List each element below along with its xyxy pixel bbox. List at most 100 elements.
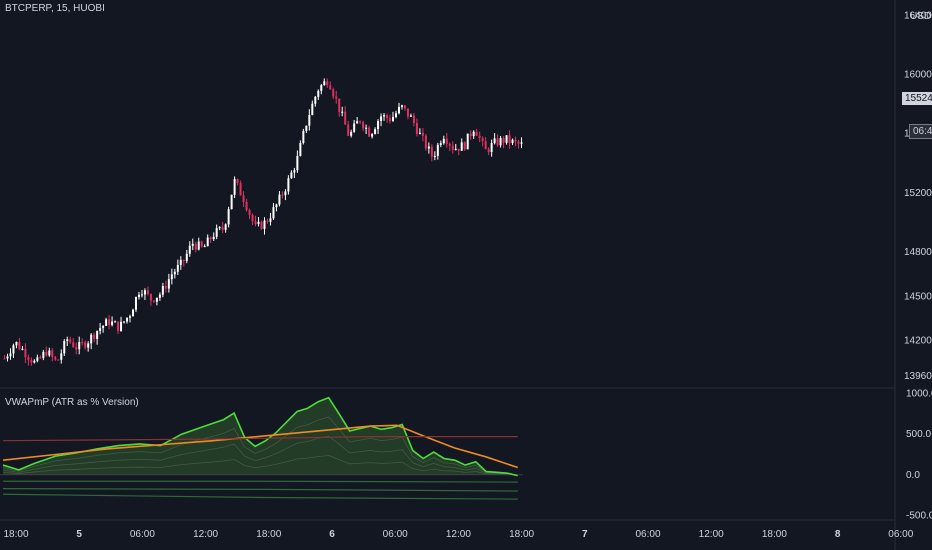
- candle-body[interactable]: [114, 321, 117, 323]
- candle-body[interactable]: [164, 285, 167, 289]
- candle-body[interactable]: [451, 145, 454, 150]
- candle-body[interactable]: [84, 342, 87, 348]
- candle-body[interactable]: [230, 194, 233, 210]
- candle-body[interactable]: [72, 342, 75, 348]
- indicator-series-line[interactable]: [2, 436, 518, 442]
- candle-body[interactable]: [30, 359, 33, 363]
- candle-body[interactable]: [161, 285, 164, 295]
- candle-body[interactable]: [397, 106, 400, 114]
- candle-body[interactable]: [472, 131, 475, 137]
- candle-body[interactable]: [487, 149, 490, 153]
- candle-body[interactable]: [436, 144, 439, 156]
- candle-body[interactable]: [66, 339, 69, 342]
- candle-body[interactable]: [239, 182, 242, 196]
- candle-body[interactable]: [123, 321, 126, 323]
- time-axis[interactable]: 18:00 5 06:00 12:00 18:00 6 06:00 12:00 18:00 7 06…: [3, 529, 913, 540]
- candle-body[interactable]: [520, 142, 523, 144]
- candle-body[interactable]: [45, 351, 48, 356]
- candle-body[interactable]: [329, 85, 332, 90]
- candle-body[interactable]: [424, 135, 427, 149]
- candle-body[interactable]: [457, 148, 460, 151]
- candle-body[interactable]: [314, 96, 317, 104]
- candle-body[interactable]: [254, 221, 257, 225]
- candle-body[interactable]: [305, 125, 308, 131]
- candle-body[interactable]: [57, 359, 60, 361]
- candle-body[interactable]: [374, 129, 377, 134]
- candle-body[interactable]: [380, 116, 383, 121]
- candle-body[interactable]: [105, 319, 108, 326]
- candle-body[interactable]: [383, 115, 386, 117]
- candle-body[interactable]: [481, 138, 484, 142]
- candle-body[interactable]: [12, 345, 15, 354]
- candle-body[interactable]: [418, 132, 421, 134]
- candle-body[interactable]: [48, 350, 51, 356]
- candle-body[interactable]: [466, 133, 469, 150]
- candle-body[interactable]: [362, 122, 365, 129]
- candle-body[interactable]: [143, 290, 146, 295]
- candle-body[interactable]: [36, 357, 39, 361]
- candle-body[interactable]: [338, 98, 341, 112]
- candle-body[interactable]: [439, 143, 442, 145]
- candle-body[interactable]: [51, 350, 54, 357]
- candle-body[interactable]: [454, 148, 457, 150]
- candle-body[interactable]: [269, 218, 272, 222]
- candle-body[interactable]: [87, 343, 90, 348]
- candle-body[interactable]: [293, 170, 296, 173]
- candle-body[interactable]: [389, 118, 392, 122]
- candle-body[interactable]: [409, 115, 412, 117]
- indicator-axis[interactable]: 1000.0 500.0 0.0 -500.0: [906, 389, 932, 522]
- candle-body[interactable]: [6, 356, 9, 359]
- candle-body[interactable]: [505, 135, 508, 143]
- candle-body[interactable]: [54, 356, 57, 360]
- candle-body[interactable]: [478, 135, 481, 139]
- candle-body[interactable]: [359, 121, 362, 123]
- candle-body[interactable]: [394, 113, 397, 117]
- candle-body[interactable]: [221, 227, 224, 230]
- candle-body[interactable]: [371, 133, 374, 137]
- candle-body[interactable]: [403, 105, 406, 109]
- candle-body[interactable]: [134, 297, 137, 310]
- candle-body[interactable]: [442, 138, 445, 144]
- candle-body[interactable]: [406, 108, 409, 117]
- candle-body[interactable]: [212, 236, 215, 240]
- candle-body[interactable]: [475, 131, 478, 136]
- candle-body[interactable]: [356, 121, 359, 124]
- candle-body[interactable]: [182, 259, 185, 261]
- candle-body[interactable]: [209, 237, 212, 240]
- candle-body[interactable]: [27, 357, 30, 360]
- candle-body[interactable]: [415, 123, 418, 134]
- indicator-pane[interactable]: [0, 396, 523, 500]
- candle-body[interactable]: [218, 227, 221, 229]
- candle-body[interactable]: [326, 81, 329, 86]
- candle-body[interactable]: [365, 127, 368, 129]
- candle-body[interactable]: [170, 274, 173, 280]
- candle-body[interactable]: [511, 139, 514, 144]
- candle-body[interactable]: [430, 146, 433, 157]
- candle-body[interactable]: [224, 224, 227, 230]
- candle-body[interactable]: [490, 143, 493, 153]
- candle-body[interactable]: [75, 347, 78, 350]
- candle-body[interactable]: [137, 294, 140, 298]
- candle-body[interactable]: [63, 341, 66, 354]
- candle-body[interactable]: [311, 103, 314, 115]
- candle-body[interactable]: [353, 123, 356, 132]
- candle-body[interactable]: [21, 348, 24, 350]
- candle-body[interactable]: [412, 115, 415, 124]
- candle-body[interactable]: [257, 221, 260, 225]
- candle-body[interactable]: [227, 209, 230, 225]
- candle-body[interactable]: [18, 341, 21, 350]
- candle-body[interactable]: [167, 279, 170, 289]
- candle-body[interactable]: [117, 321, 120, 331]
- candle-body[interactable]: [272, 207, 275, 219]
- candle-body[interactable]: [347, 124, 350, 136]
- candle-body[interactable]: [308, 114, 311, 126]
- candle-body[interactable]: [206, 237, 209, 247]
- candle-body[interactable]: [191, 243, 194, 246]
- candle-body[interactable]: [129, 316, 132, 318]
- candle-body[interactable]: [3, 358, 6, 360]
- candle-body[interactable]: [173, 271, 176, 275]
- candle-body[interactable]: [463, 142, 466, 150]
- candle-body[interactable]: [93, 334, 96, 339]
- candle-body[interactable]: [493, 138, 496, 144]
